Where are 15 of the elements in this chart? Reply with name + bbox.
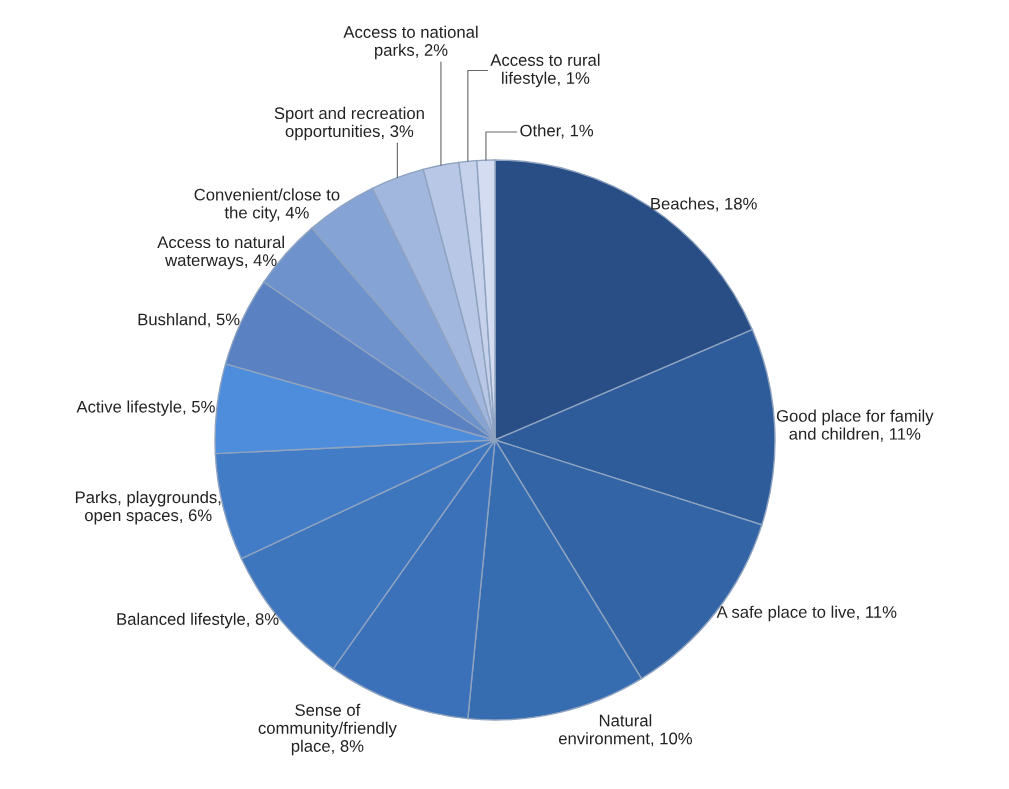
slice-label: Access to rural lifestyle, 1% bbox=[490, 53, 600, 88]
slice-label: A safe place to live, 11% bbox=[716, 605, 897, 622]
slice-label: Sense of community/friendly place, 8% bbox=[258, 703, 397, 756]
slice-label: Other, 1% bbox=[520, 124, 594, 139]
slice-label: Balanced lifestyle, 8% bbox=[117, 612, 279, 629]
slice-label: Natural environment, 10% bbox=[558, 714, 692, 747]
slice-label: Beaches, 18% bbox=[651, 197, 757, 212]
slice-label: Bushland, 5% bbox=[138, 313, 240, 328]
slice-label: Convenient/close to the city, 4% bbox=[194, 188, 340, 222]
slice-label: Good place for family and children, 11% bbox=[776, 409, 934, 442]
slice-label: Access to natural waterways, 4% bbox=[157, 235, 284, 270]
slice-label: Active lifestyle, 5% bbox=[76, 400, 215, 416]
slice-label: Access to national parks, 2% bbox=[343, 25, 478, 60]
slice-label: Parks, playgrounds, open spaces, 6% bbox=[75, 490, 221, 525]
slice-label: Sport and recreation opportunities, 3% bbox=[274, 106, 424, 141]
